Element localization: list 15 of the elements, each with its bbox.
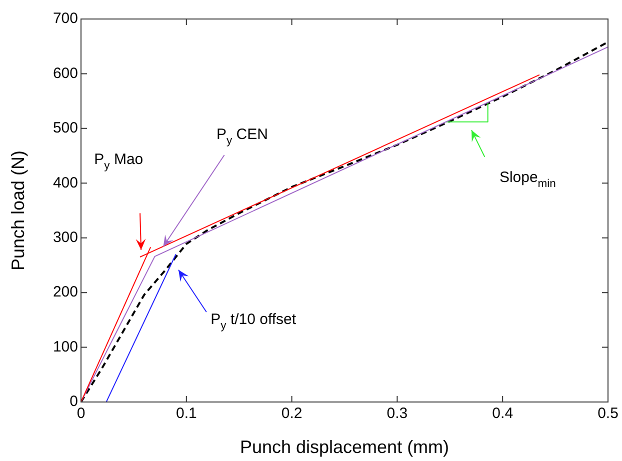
x-tick-label: 0.2 — [281, 405, 302, 422]
x-tick-label: 0.3 — [386, 405, 408, 422]
x-tick-label: 0.5 — [598, 405, 618, 422]
y-tick-label: 200 — [52, 284, 78, 301]
y-tick-label: 600 — [52, 64, 78, 82]
y-tick-label: 0 — [70, 393, 78, 410]
y-tick-label: 100 — [52, 338, 78, 356]
x-tick-label: 0.4 — [492, 405, 514, 422]
y-tick-label: 400 — [52, 174, 78, 192]
x-axis-title: Punch displacement (mm) — [240, 437, 450, 458]
x-tick-label: 0.1 — [176, 405, 197, 422]
y-tick-label: 300 — [52, 229, 78, 246]
y-axis-title: Punch load (N) — [8, 150, 28, 271]
y-tick-label: 700 — [52, 10, 78, 28]
y-tick-label: 500 — [52, 120, 78, 137]
